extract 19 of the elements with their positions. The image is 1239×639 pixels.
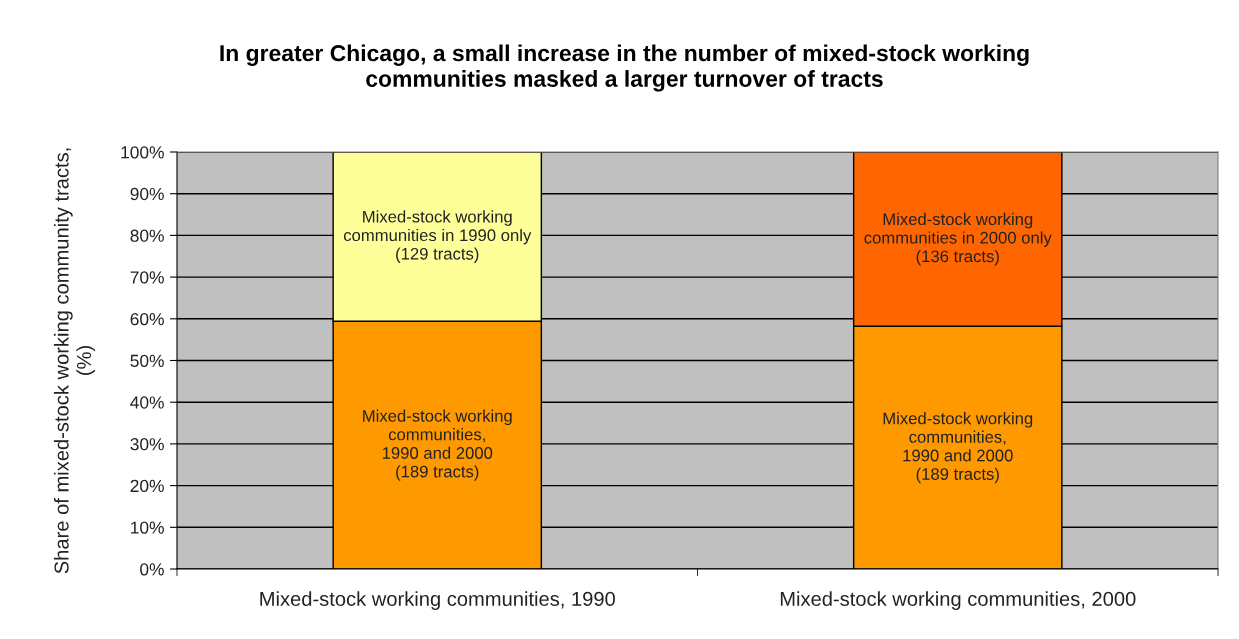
y-tick-label: 30% — [130, 438, 164, 451]
y-tick-label: 20% — [130, 479, 164, 493]
x-tick-label: Mixed-stock working communities, 2000 — [780, 591, 1136, 610]
y-tick-label: 50% — [130, 354, 164, 367]
annotation: Mixed-stock working communities in 1990 only (129 tracts) — [343, 210, 532, 263]
y-tick-label: 0% — [140, 563, 164, 576]
y-tick-label: 100% — [121, 146, 164, 159]
x-tick-label: Mixed-stock working communities, 1990 — [260, 591, 615, 610]
y-axis-title: Share of mixed-stock working community tracts, (%) — [53, 148, 96, 574]
annotation: Mixed-stock working communities, 1990 and 2000 (189 tracts) — [363, 409, 512, 481]
annotation: Mixed-stock working communities in 2000 only (136 tracts) — [864, 212, 1052, 266]
y-tick-label: 80% — [130, 229, 164, 242]
y-tick-label: 10% — [131, 521, 164, 534]
y-tick-label: 60% — [130, 312, 164, 326]
annotation: Mixed-stock working communities, 1990 and 2000 (189 tracts) — [883, 412, 1033, 484]
y-tick-label: 70% — [130, 271, 164, 284]
chart-title: In greater Chicago, a small increase in the number of mixed-stock working communities masked a larger turnover of tracts — [220, 44, 1029, 92]
y-tick-label: 40% — [130, 396, 164, 409]
y-tick-label: 90% — [130, 187, 164, 201]
